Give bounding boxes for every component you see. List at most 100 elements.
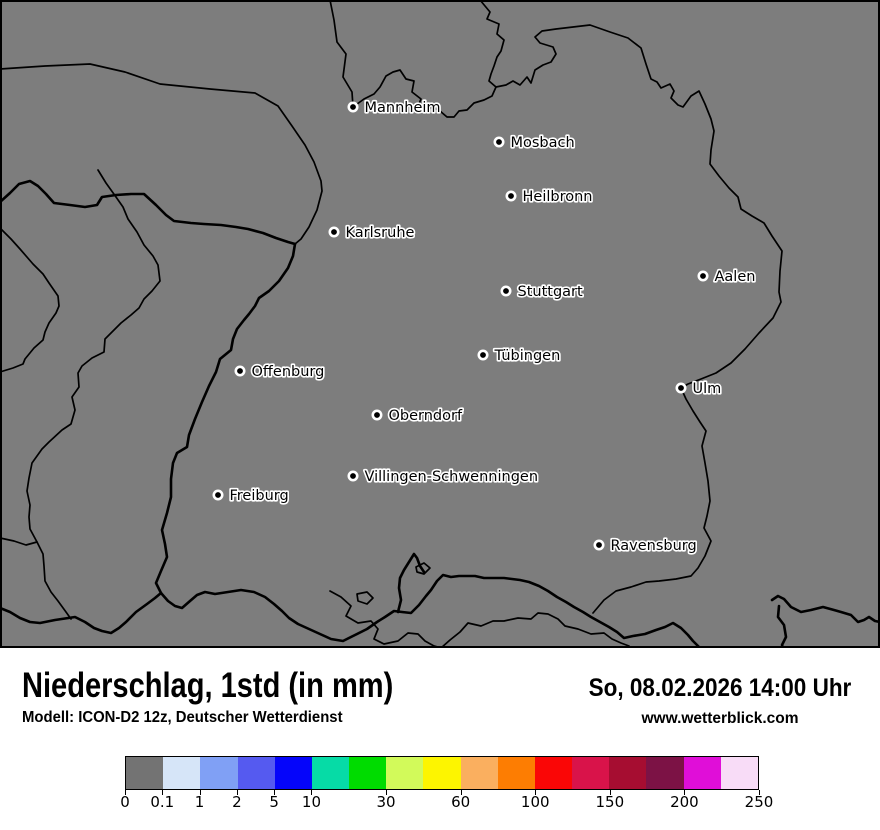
legend-tick [236,790,238,795]
border-bodensee-fork [776,604,788,648]
legend-segment-13 [609,757,647,789]
city-marker-freiburg: Freiburg [212,486,290,506]
border-france-dept-3 [0,537,38,546]
legend-segment-16 [720,757,758,789]
city-marker-heilbronn: Heilbronn [505,187,594,207]
city-label: Mosbach [511,135,575,151]
legend-tick [199,790,201,795]
legend-segment-4 [274,757,312,789]
legend-segment-14 [646,757,684,789]
city-dot [503,288,509,294]
city-label: Heilbronn [523,189,593,205]
city-dot [700,273,706,279]
city-dot [237,368,243,374]
city-marker-mannheim: Mannheim [347,98,442,118]
city-marker-aalen: Aalen [697,267,757,287]
city-label: Ravensburg [611,538,697,554]
legend-segment-10 [497,757,535,789]
datetime-block: So, 08.02.2026 14:00 Uhr www.wetterblick… [570,675,870,728]
border-france-swiss [0,591,163,635]
legend-segment-8 [423,757,461,789]
legend-value-label: 250 [744,793,774,811]
border-france-dept-1 [26,169,161,620]
legend-value-label: 2 [232,793,242,811]
legend-segment-12 [572,757,610,789]
city-dot [678,385,684,391]
legend-segment-5 [311,757,350,789]
map-background [0,0,880,648]
border-france-north [0,179,297,246]
legend-tick [386,790,388,795]
legend-value-label: 10 [301,793,322,811]
legend-segment-2 [200,757,238,789]
city-label: Karlsruhe [346,225,415,241]
state-borders [0,0,783,648]
city-dot [350,473,356,479]
border-rhine-swiss [154,242,702,648]
legend-value-label: 200 [670,793,699,811]
page-title: Niederschlag, 1std (in mm) [22,666,394,705]
precipitation-map: Mannheim Mosbach Heilbronn Karlsruhe Aalen St… [0,0,880,648]
title-block: Niederschlag, 1std (in mm) Modell: ICON-… [22,668,469,727]
city-marker-t-bingen: Tübingen [477,346,562,366]
border-enclave-1 [356,591,374,605]
border-hesse-bavaria [479,0,505,88]
city-label: Freiburg [230,488,289,504]
border-hochrhein-2 [440,612,630,648]
legend-tick [684,790,686,795]
city-dot [480,352,486,358]
legend-segment-0 [126,757,164,789]
legend-tick [759,790,760,795]
legend-segment-1 [163,757,201,789]
border-hesse-mannheim [329,0,354,108]
forecast-datetime: So, 08.02.2026 14:00 Uhr [588,674,852,702]
city-label: Aalen [715,269,756,285]
legend-tick [609,790,611,795]
border-bodensee-north [770,594,880,624]
legend-tick [274,790,276,795]
legend-segment-3 [237,757,275,789]
legend-value-label: 30 [376,793,396,811]
border-france-dept-2 [0,227,60,373]
city-markers: Mannheim Mosbach Heilbronn Karlsruhe Aalen St… [212,98,757,556]
map-canvas: Mannheim Mosbach Heilbronn Karlsruhe Aalen St… [0,0,880,648]
legend-value-label: 100 [520,793,550,811]
legend-value-label: 0 [120,793,130,811]
city-dot [331,229,337,235]
legend-value-label: 0.1 [150,793,175,811]
city-label: Stuttgart [518,284,584,300]
city-marker-mosbach: Mosbach [493,133,576,153]
city-marker-ravensburg: Ravensburg [593,536,698,556]
border-rlp-north [0,63,323,245]
legend-tick [311,790,313,795]
legend-segment-15 [683,757,721,789]
border-hochrhein-1 [329,590,442,648]
city-dot [350,104,356,110]
city-dot [596,542,602,548]
legend-tick [460,790,462,795]
city-label: Tübingen [494,348,561,364]
city-dot [374,412,380,418]
city-marker-offenburg: Offenburg [234,362,326,382]
city-marker-oberndorf: Oberndorf [371,406,465,426]
border-enclave-2 [415,562,431,575]
city-marker-ulm: Ulm [675,379,723,399]
legend-segment-9 [460,757,498,789]
city-label: Offenburg [252,364,325,380]
city-marker-stuttgart: Stuttgart [500,282,585,302]
city-label: Ulm [693,381,722,397]
border-bw-east [495,24,783,614]
city-label: Mannheim [365,100,441,116]
legend-tick [535,790,537,795]
border-bw-north-west [352,69,497,118]
website-url: www.wetterblick.com [641,710,799,727]
precipitation-color-scale [125,756,759,790]
border-schaffhausen-spike [396,552,426,614]
city-dot [508,193,514,199]
legend-segment-7 [386,757,424,789]
legend-segment-11 [534,757,573,789]
legend-value-label: 5 [269,793,279,811]
model-subtitle: Modell: ICON-D2 12z, Deutscher Wetterdie… [22,709,343,726]
city-label: Villingen-Schwenningen [365,469,539,485]
